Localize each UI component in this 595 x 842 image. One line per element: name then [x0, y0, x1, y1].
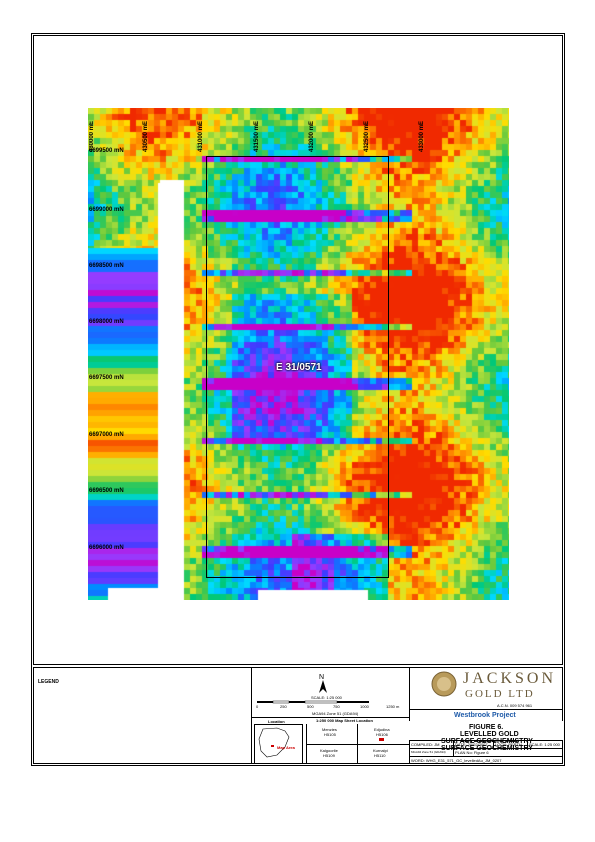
scale-bar: [257, 700, 369, 704]
northing-label: 6696500 mN: [89, 488, 124, 494]
compiled-by: COMPILED: JM: [411, 742, 440, 747]
scale-tick: 500: [307, 704, 314, 709]
metadata-table: [409, 740, 563, 764]
north-arrow-icon: N: [319, 674, 327, 693]
company-acn: A.C.N. 009 574 961: [497, 703, 533, 708]
sheet-name: Kalgoorlie: [320, 748, 338, 753]
word-file: WORD: WHG_E31_571_GC_levelledAu_JM_0207: [411, 758, 502, 763]
geochem-map: [88, 108, 509, 600]
page-frame: [31, 33, 565, 766]
figure-title-2-display: SURFACE GEOCHEMISTRY: [441, 738, 533, 745]
sheet-code: H5109: [323, 753, 335, 758]
plan-scale: SCALE: 1:25 000: [529, 742, 560, 747]
scale-ratio: SCALE: 1:25 000: [311, 695, 342, 700]
date: DATE: 20/02/2007: [455, 742, 488, 747]
northing-label: 6698500 mN: [89, 263, 124, 269]
svg-text:N: N: [319, 674, 324, 681]
easting-label: 431500 mE: [254, 120, 260, 152]
sheet-code: H5110: [374, 753, 386, 758]
northing-label: 6697500 mN: [89, 375, 124, 381]
scale-tick: 0: [256, 704, 259, 709]
legend-title: LEGEND: [38, 679, 59, 685]
project-name: Westbrook Project: [454, 712, 516, 719]
easting-label: 431000 mE: [198, 120, 204, 152]
datum: MGA94 Zone 51 (GDA94): [411, 750, 446, 754]
map-area-marker: [379, 738, 384, 741]
northing-label: 6699000 mN: [89, 207, 124, 213]
company-name: JACKSON: [463, 670, 557, 687]
northing-label: 6699500 mN: [89, 148, 124, 154]
location-office: LOCN: PERTH: [495, 742, 522, 747]
sheet-name: Kurnalpi: [373, 748, 388, 753]
tenement-label: E 31/0571: [276, 362, 322, 373]
location-map: Map Area: [254, 724, 303, 764]
figure-title-1-display: LEVELLED GOLD: [460, 731, 519, 738]
company-logo-icon: [431, 671, 457, 697]
gold-heatmap: [88, 108, 509, 600]
figure-number-display: FIGURE 6.: [469, 724, 504, 731]
sheet-name: Menzies: [322, 727, 337, 732]
location-title: Location: [268, 719, 285, 724]
sheet-code: H5105: [324, 732, 336, 737]
australia-outline-icon: [258, 727, 290, 758]
scale-tick: 1250 m: [386, 704, 400, 709]
projection: MGA94 Zone 51 (GDA94): [312, 711, 359, 716]
scale-tick: 1000: [360, 704, 369, 709]
easting-label: 433000 mE: [419, 120, 425, 152]
scale-tick: 750: [333, 704, 340, 709]
sheet-code: H5106: [376, 732, 388, 737]
map-area-label: Map Area: [277, 745, 295, 750]
sheet-name: Edjudina: [374, 727, 390, 732]
northing-label: 6696000 mN: [89, 545, 124, 551]
scale-tick: 250: [280, 704, 287, 709]
easting-label: 430500 mE: [143, 120, 149, 152]
easting-label: 432500 mE: [364, 120, 370, 152]
company-name-2: GOLD LTD: [465, 688, 535, 700]
map-panel: [33, 35, 563, 665]
easting-label: 432000 mE: [309, 120, 315, 152]
sheet-title: 1:250 000 Map Sheet Location: [316, 718, 373, 723]
northing-label: 6697000 mN: [89, 432, 124, 438]
northing-label: 6698000 mN: [89, 319, 124, 325]
tenement-boundary: [206, 156, 389, 578]
plan-number: PLAN No: Figure 6: [455, 750, 489, 755]
